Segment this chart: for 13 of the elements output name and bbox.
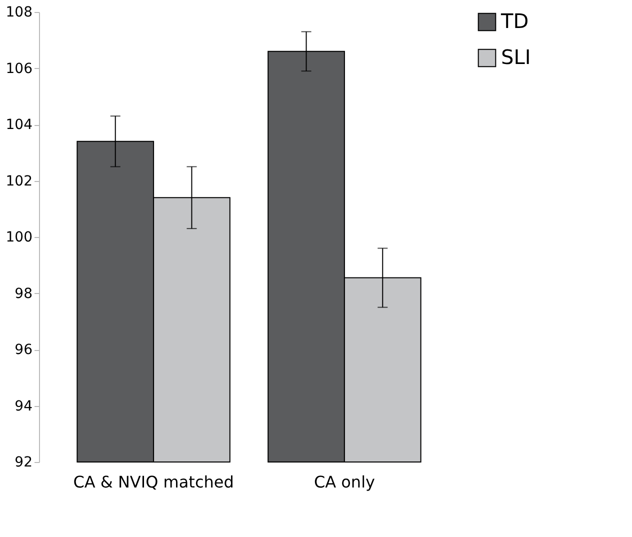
y-tick-label: 102	[6, 173, 32, 190]
y-tick-label: 100	[6, 230, 32, 246]
y-tick-label: 96	[14, 342, 33, 358]
x-tick-label: CA only	[314, 472, 375, 492]
y-tick-label: 92	[14, 454, 32, 470]
y-tick-label: 108	[6, 4, 32, 20]
legend-label: TD	[500, 9, 529, 33]
y-tick-label: 98	[14, 286, 32, 302]
x-tick-label: CA & NVIQ matched	[73, 472, 234, 492]
y-tick-label: 106	[6, 60, 33, 77]
legend-label: SLI	[501, 45, 531, 69]
y-tick-label: 94	[14, 398, 33, 414]
y-tick-label: 104	[6, 117, 33, 133]
